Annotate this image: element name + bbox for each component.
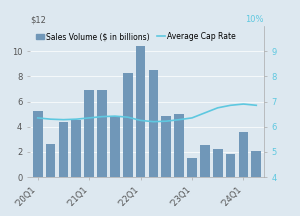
Bar [148,70,158,177]
Bar [97,90,107,177]
Bar [58,122,68,177]
Bar [251,151,261,177]
Bar [84,90,94,177]
Bar [123,73,133,177]
Bar [136,46,146,177]
Legend: Sales Volume ($ in billions), Average Cap Rate: Sales Volume ($ in billions), Average Ca… [34,30,238,43]
Bar [110,116,120,177]
Bar [46,144,56,177]
Bar [200,145,210,177]
Bar [71,121,81,177]
Bar [238,132,248,177]
Bar [161,116,171,177]
Text: $12: $12 [30,15,46,24]
Bar [174,114,184,177]
Text: 10%: 10% [245,15,264,24]
Bar [213,149,223,177]
Bar [226,154,236,177]
Bar [187,158,197,177]
Bar [33,111,43,177]
